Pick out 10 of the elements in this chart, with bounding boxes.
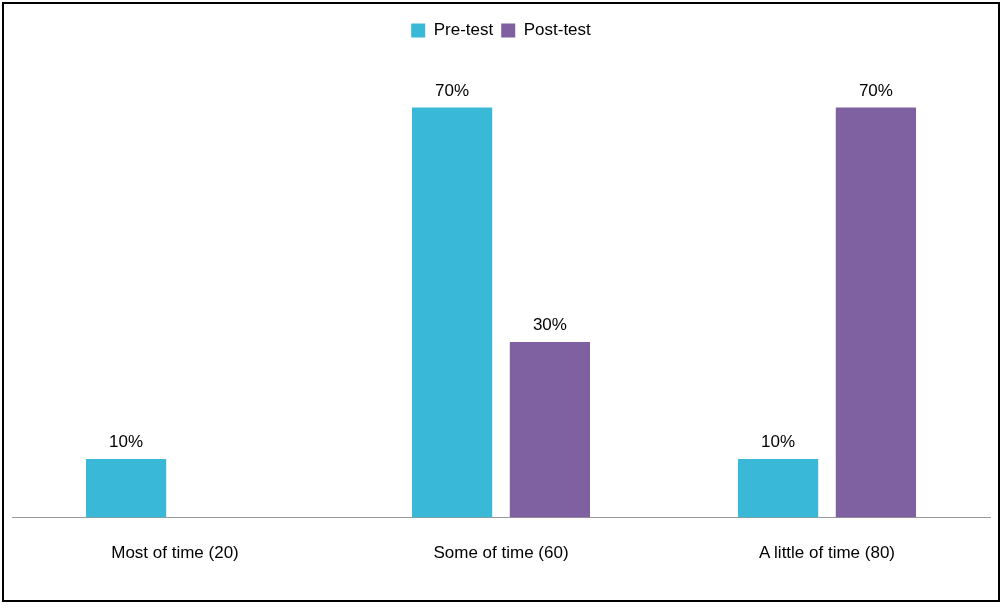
data-label: 70% <box>435 80 470 100</box>
data-label: 10% <box>109 432 144 452</box>
data-label: 10% <box>761 432 796 452</box>
data-label: 70% <box>858 80 893 100</box>
data-label: 30% <box>532 315 567 335</box>
x-tick-label: Some of time (60) <box>433 543 569 563</box>
x-tick-label: Most of time (20) <box>111 543 239 563</box>
legend-label: Pre-test <box>433 20 494 40</box>
x-tick-label: A little of time (80) <box>758 543 896 563</box>
legend-label: Post-test <box>523 20 592 40</box>
